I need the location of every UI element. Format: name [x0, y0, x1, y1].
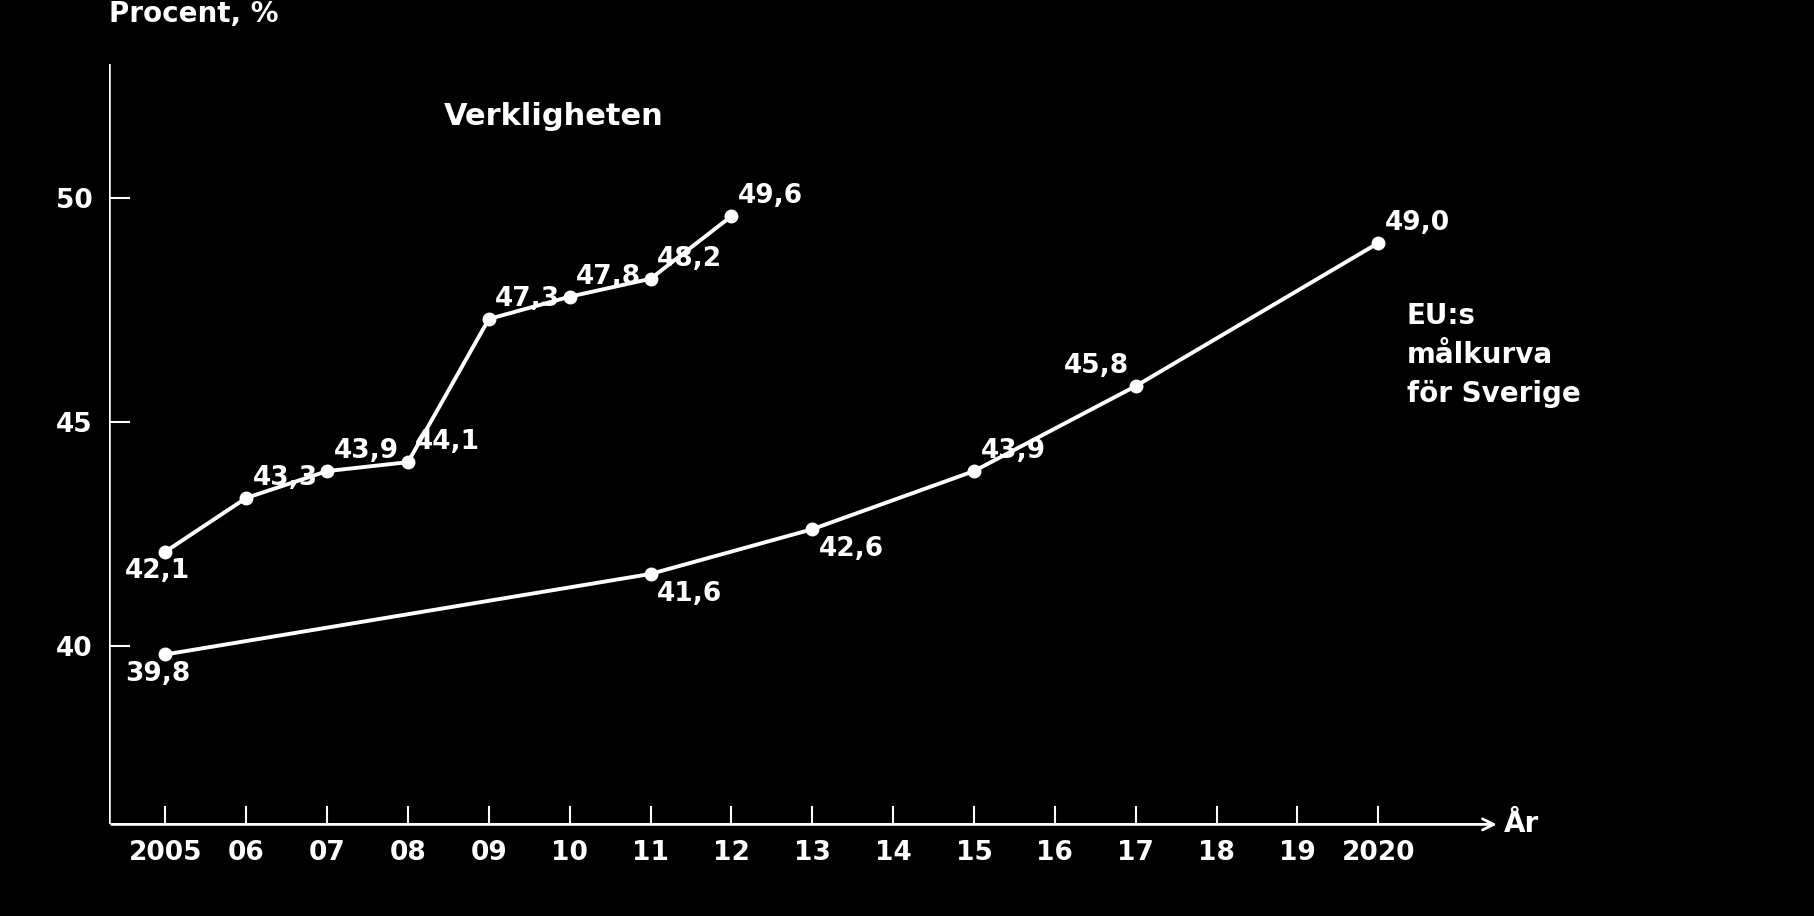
- Text: EU:s
målkurva
för Sverige: EU:s målkurva för Sverige: [1406, 301, 1580, 408]
- Text: 43,9: 43,9: [980, 439, 1045, 464]
- Text: 42,1: 42,1: [125, 559, 190, 584]
- Text: 44,1: 44,1: [414, 430, 479, 455]
- Text: 48,2: 48,2: [657, 246, 722, 272]
- Text: Verkligheten: Verkligheten: [444, 103, 664, 131]
- Text: 47,8: 47,8: [577, 264, 642, 290]
- Text: 49,0: 49,0: [1384, 211, 1449, 236]
- Text: 47,3: 47,3: [495, 287, 561, 312]
- Text: 43,3: 43,3: [252, 465, 317, 491]
- Text: Procent, %: Procent, %: [109, 0, 278, 28]
- Text: 43,9: 43,9: [334, 439, 399, 464]
- Text: 39,8: 39,8: [125, 661, 190, 687]
- Text: 49,6: 49,6: [738, 183, 804, 210]
- Text: År: År: [1504, 811, 1538, 838]
- Text: 41,6: 41,6: [657, 581, 722, 606]
- Text: 45,8: 45,8: [1065, 354, 1128, 379]
- Text: 42,6: 42,6: [818, 536, 883, 562]
